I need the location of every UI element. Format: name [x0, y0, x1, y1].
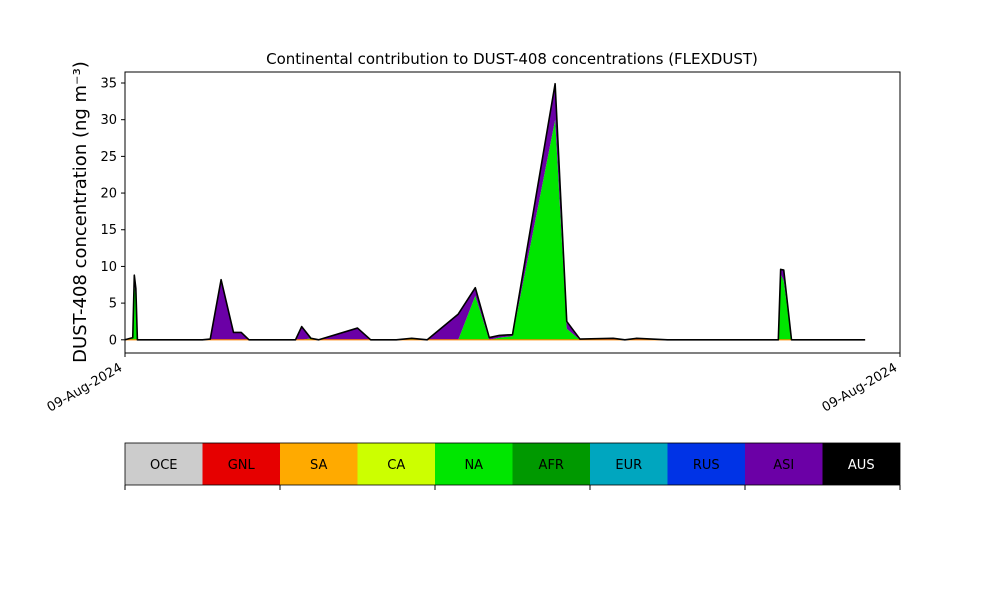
- y-tick-label: 35: [100, 77, 117, 92]
- y-axis-label: DUST-408 concentration (ng m⁻³): [70, 61, 91, 363]
- legend-swatch-rus: [667, 443, 745, 485]
- legend-swatch-afr: [512, 443, 590, 485]
- x-tick-label: 09-Aug-2024: [820, 360, 900, 415]
- y-tick-label: 30: [100, 113, 117, 128]
- total-line: [124, 82, 866, 341]
- plot-frame: [124, 71, 901, 354]
- legend-label-rus: RUS: [693, 458, 720, 473]
- plot-area: [124, 82, 866, 341]
- axes: 0 5 10 15 20 25 30 35 09-Aug-2024 09-Aug-2024: [45, 71, 901, 416]
- y-tick-label: 5: [109, 297, 117, 312]
- y-tick-label: 25: [100, 150, 117, 165]
- legend-swatch-ca: [357, 443, 435, 485]
- legend-colorbar: OCE GNL SA CA NA AFR EUR RUS ASI AUS: [124, 442, 901, 490]
- area-series-asi: [125, 83, 866, 340]
- legend-label-gnl: GNL: [228, 458, 256, 473]
- legend-swatch-aus: [822, 443, 900, 485]
- legend-swatch-asi: [745, 443, 823, 485]
- legend-swatch-gnl: [202, 443, 280, 485]
- legend-label-aus: AUS: [848, 458, 875, 473]
- legend-label-na: NA: [464, 458, 483, 473]
- area-series-na: [125, 119, 866, 340]
- y-tick-label: 0: [109, 333, 117, 348]
- legend-label-sa: SA: [310, 458, 327, 473]
- legend-swatch-na: [435, 443, 513, 485]
- legend-label-ca: CA: [387, 458, 405, 473]
- legend-label-asi: ASI: [773, 458, 794, 473]
- legend-label-eur: EUR: [615, 458, 642, 473]
- y-tick-label: 15: [100, 223, 117, 238]
- legend-label-oce: OCE: [150, 458, 178, 473]
- y-tick-label: 10: [100, 260, 117, 275]
- legend-label-afr: AFR: [539, 458, 564, 473]
- legend-frame: [124, 442, 901, 486]
- x-tick-label: 09-Aug-2024: [45, 360, 125, 415]
- legend-swatch-oce: [125, 443, 203, 485]
- chart-title: Continental contribution to DUST-408 con…: [266, 50, 758, 68]
- legend-swatch-sa: [280, 443, 358, 485]
- y-tick-label: 20: [100, 187, 117, 202]
- legend-swatch-eur: [590, 443, 668, 485]
